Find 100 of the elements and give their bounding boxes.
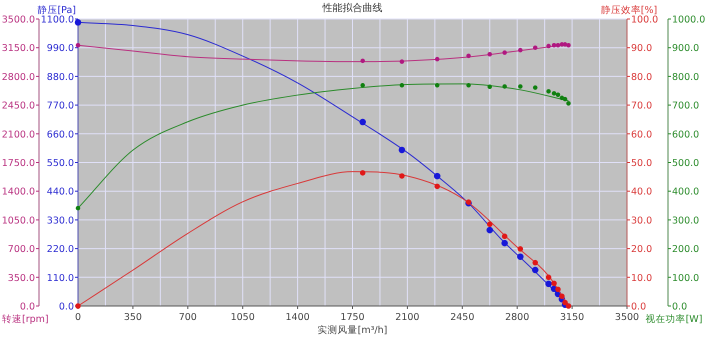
- point: [518, 84, 523, 89]
- y3-tick-label: 200.0: [672, 244, 700, 256]
- y-tick-label: 2450.0: [2, 100, 35, 112]
- y3-tick-label: 0.0: [672, 302, 688, 312]
- y-tick-label: 990.0: [46, 43, 74, 54]
- y-tick-label: 550.0: [46, 158, 74, 169]
- point: [532, 260, 538, 266]
- point: [556, 92, 560, 98]
- y2-tick-label: 10.0: [631, 272, 652, 284]
- point: [466, 83, 471, 88]
- point: [532, 266, 538, 274]
- y2-tick-label: 30.0: [631, 215, 652, 226]
- y-tick-label: 440.0: [46, 186, 74, 198]
- y3-tick-label: 700.0: [672, 100, 700, 112]
- y-tick-label: 3500.0: [2, 14, 35, 26]
- y-axis-title: 静压[Pa]: [37, 4, 76, 16]
- y3-tick-label: 300.0: [672, 215, 700, 226]
- point: [532, 45, 538, 50]
- point: [76, 206, 80, 210]
- y2-tick-label: 70.0: [631, 100, 652, 112]
- y-tick-label: 2100.0: [2, 129, 35, 140]
- y2-tick-label: 100.0: [631, 14, 658, 26]
- y-tick-label: 330.0: [46, 215, 74, 226]
- point: [559, 293, 565, 299]
- point: [502, 50, 507, 55]
- x-tick-label: 2450: [450, 312, 474, 323]
- point: [552, 91, 556, 96]
- x-tick-label: 1050: [230, 312, 255, 323]
- point: [488, 52, 492, 57]
- x-axis-title: 实测风量[m³/h]: [318, 324, 388, 336]
- y2-tick-label: 90.0: [631, 43, 652, 54]
- y-tick-label: 880.0: [46, 72, 74, 83]
- point: [562, 300, 568, 306]
- y3-tick-label: 100.0: [672, 272, 700, 284]
- x-tick-label: 700: [178, 312, 197, 323]
- point: [434, 172, 440, 180]
- x-tick-label: 0: [74, 312, 82, 323]
- point: [400, 83, 404, 88]
- y3-tick-label: 800.0: [672, 72, 700, 83]
- y-tick-label: 1100.0: [40, 14, 74, 26]
- y3-tick-label: 1000.0: [672, 14, 706, 26]
- point: [501, 240, 508, 246]
- y-tick-label: 770.0: [46, 100, 74, 112]
- point: [466, 54, 471, 58]
- y3-tick-label: 600.0: [672, 129, 700, 140]
- point: [546, 89, 551, 94]
- point: [76, 42, 80, 48]
- y3-tick-label: 400.0: [672, 186, 700, 198]
- y-tick-label: 700.0: [8, 244, 35, 256]
- point: [400, 59, 404, 64]
- point: [518, 48, 523, 52]
- y3-axis-title: 视在功率[W]: [646, 313, 702, 325]
- y-tick-label: 220.0: [46, 244, 74, 256]
- y-tick-label: 1400.0: [2, 186, 35, 198]
- point: [552, 42, 556, 48]
- point: [532, 85, 538, 90]
- y-tick-label: 0.0: [20, 302, 35, 312]
- point: [518, 246, 524, 252]
- point: [566, 303, 572, 309]
- y-axis-title: 转速[rpm]: [2, 313, 49, 325]
- x-tick-label: 1750: [340, 312, 365, 323]
- point: [398, 146, 406, 154]
- y3-tick-label: 500.0: [672, 158, 700, 169]
- point: [517, 253, 524, 260]
- point: [434, 56, 440, 62]
- point: [566, 101, 571, 106]
- point: [399, 173, 405, 179]
- point: [486, 226, 493, 234]
- point: [488, 84, 492, 89]
- y-tick-label: 0.0: [58, 302, 74, 312]
- point: [546, 274, 552, 280]
- point: [566, 42, 571, 48]
- y2-tick-label: 40.0: [631, 186, 652, 198]
- chart-title: 性能拟合曲线: [322, 2, 382, 14]
- y-tick-label: 1750.0: [2, 158, 35, 169]
- y2-axis-title: 静压效率[%]: [600, 4, 658, 16]
- y-tick-label: 660.0: [46, 129, 74, 140]
- point: [359, 118, 366, 126]
- point: [74, 19, 82, 26]
- point: [556, 42, 560, 48]
- y-tick-label: 1050.0: [2, 215, 35, 226]
- x-tick-label: 3500: [614, 312, 640, 323]
- y-tick-label: 110.0: [46, 272, 74, 284]
- x-tick-label: 350: [124, 312, 142, 323]
- y-tick-label: 3150.0: [2, 43, 35, 54]
- point: [551, 280, 557, 286]
- y2-tick-label: 20.0: [631, 244, 652, 256]
- y-tick-label: 2800.0: [2, 72, 35, 83]
- x-tick-label: 2800: [505, 312, 530, 323]
- point: [546, 44, 551, 48]
- y2-tick-label: 80.0: [631, 72, 652, 83]
- point: [360, 170, 366, 176]
- point: [545, 280, 552, 288]
- y2-tick-label: 60.0: [631, 129, 652, 140]
- point: [562, 96, 568, 102]
- y-tick-label: 350.0: [8, 272, 35, 284]
- y2-tick-label: 50.0: [631, 158, 652, 169]
- x-tick-label: 2100: [395, 312, 420, 323]
- point: [360, 83, 365, 88]
- point: [434, 83, 440, 88]
